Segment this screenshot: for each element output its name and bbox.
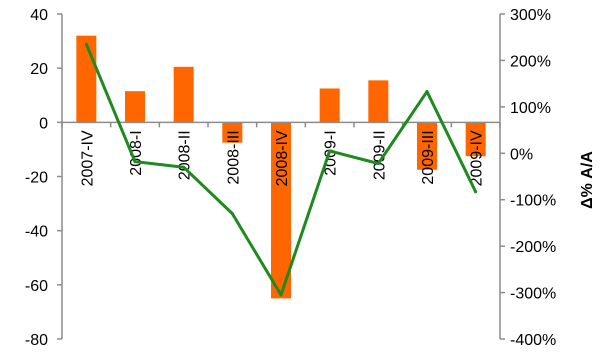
category-label: 2007-IV [79,130,96,186]
line-point [133,160,137,164]
right-axis-tick-label: 0% [510,146,533,163]
bar [76,35,97,123]
category-label: 2008-I [128,130,145,175]
line-point [230,212,234,216]
right-axis-label: Δ% A/A [579,151,596,209]
category-label: 2009-I [323,130,340,175]
left-axis-tick-label: -80 [25,332,48,349]
bar [368,80,389,123]
line-point [328,149,332,153]
bar [465,122,486,157]
left-axis-tick-label: -40 [25,224,48,241]
line-point [425,90,429,94]
category-labels: 2007-IV 2008-I 2008-II 2008-III 2008-IV 2009-… [79,130,485,186]
line-point [376,162,380,165]
left-axis-tick-label: 40 [30,7,48,24]
bar [271,122,291,299]
bar [222,122,243,143]
right-axis-tick-label: -100% [510,193,556,210]
category-label: 2009-III [420,130,437,184]
category-label: 2009-II [371,130,388,180]
line-point [279,293,283,297]
right-axis-tick-label: 100% [510,100,551,117]
category-label: 2008-III [225,130,242,184]
category-label: 2008-IV [274,130,291,186]
right-axis-tick-label: -400% [510,332,556,349]
left-axis-tick-label: -60 [25,278,48,295]
bar [417,122,437,170]
line-point [474,190,478,194]
line-point [182,165,186,169]
line-point [84,42,88,46]
axes: 40 20 0 -20 -40 -60 -80 300% 200% 100% 0% -100% -200… [25,7,556,349]
right-axis-tick-label: 300% [510,7,551,24]
line-series [84,42,478,297]
bar [125,91,145,123]
left-axis-tick-label: 0 [39,115,48,132]
bar [173,66,194,123]
right-axis-tick-label: -200% [510,239,556,256]
bar [319,88,340,123]
category-label: 2009-IV [469,130,486,186]
bar-series [76,35,486,299]
left-axis-tick-label: 20 [30,61,48,78]
right-axis-tick-label: 200% [510,53,551,70]
left-axis-tick-label: -20 [25,170,48,187]
right-axis-tick-label: -300% [510,286,556,303]
